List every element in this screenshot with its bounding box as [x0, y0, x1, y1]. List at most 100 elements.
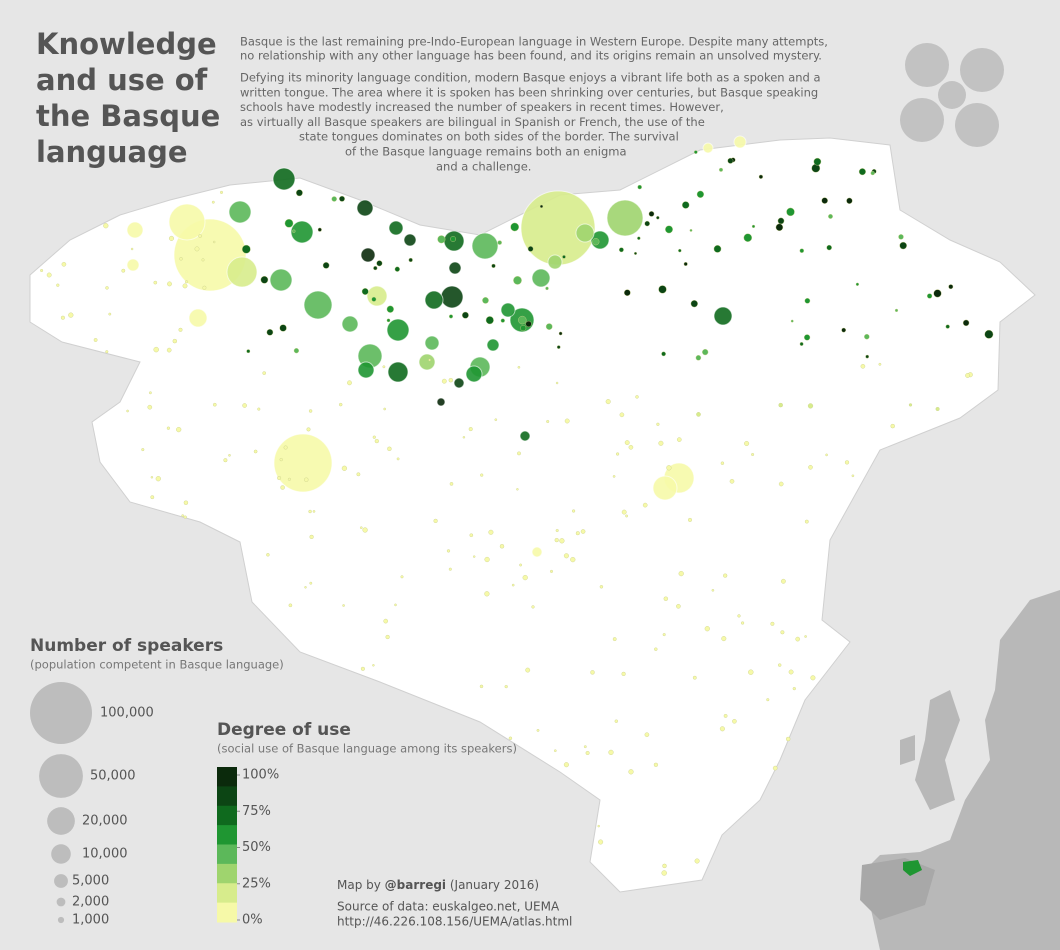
- municipality-circle: [408, 257, 413, 263]
- municipality-circle: [339, 195, 345, 202]
- municipality-circle: [860, 363, 866, 369]
- municipality-circle: [744, 441, 750, 447]
- municipality-circle: [424, 290, 444, 310]
- municipality-circle: [546, 420, 550, 424]
- municipality-circle: [242, 403, 247, 408]
- credit-line: Map by @barregi (January 2016): [337, 878, 539, 892]
- municipality-circle: [665, 225, 673, 234]
- municipality-circle: [723, 714, 728, 718]
- municipality-circle: [547, 254, 563, 270]
- municipality-circle: [702, 142, 714, 154]
- color-band: [217, 883, 237, 904]
- municipality-circle: [293, 348, 300, 354]
- municipality-circle: [692, 675, 697, 680]
- municipality-circle: [727, 157, 734, 164]
- color-tick-label: 50%: [242, 840, 271, 855]
- municipality-circle: [383, 407, 387, 411]
- municipality-circle: [465, 365, 483, 383]
- municipality-circle: [908, 403, 913, 407]
- municipality-circle: [719, 167, 724, 172]
- municipality-circles: [40, 135, 994, 876]
- municipality-circle: [662, 633, 666, 637]
- municipality-circle: [778, 663, 782, 667]
- municipality-circle: [653, 762, 658, 767]
- municipality-circle: [737, 614, 741, 618]
- color-band: [217, 786, 237, 807]
- size-legend-circle: [39, 754, 83, 798]
- municipality-circle: [666, 465, 672, 471]
- municipality-circle: [702, 349, 709, 356]
- municipality-circle: [366, 285, 388, 307]
- size-legend-circle: [56, 897, 66, 907]
- size-legend-label: 5,000: [72, 874, 109, 889]
- municipality-circle: [770, 621, 775, 626]
- municipality-circle: [690, 300, 698, 308]
- municipality-circle: [858, 168, 866, 176]
- municipality-circle: [356, 472, 361, 477]
- municipality-circle: [740, 621, 745, 625]
- municipality-circle: [721, 636, 727, 642]
- municipality-circle: [621, 509, 627, 515]
- municipality-circle: [865, 354, 870, 359]
- color-tick-label: 0%: [242, 913, 263, 928]
- municipality-circle: [933, 289, 942, 298]
- municipality-circle: [182, 283, 188, 289]
- municipality-circle: [656, 422, 660, 426]
- municipality-circle: [448, 567, 452, 571]
- municipality-circle: [68, 312, 74, 318]
- municipality-circle: [696, 412, 701, 417]
- municipality-circle: [628, 769, 634, 775]
- municipality-circle: [517, 451, 521, 456]
- municipality-circle: [545, 323, 553, 330]
- municipality-circle: [743, 233, 752, 242]
- municipality-circle: [688, 517, 693, 522]
- municipality-circle: [870, 171, 875, 176]
- municipality-circle: [678, 248, 682, 253]
- municipality-circle: [590, 670, 595, 675]
- municipality-circle: [792, 686, 796, 691]
- municipality-circle: [562, 255, 566, 259]
- municipality-circle: [723, 573, 728, 578]
- municipality-circle: [181, 514, 184, 517]
- municipality-circle: [322, 262, 330, 269]
- municipality-circle: [382, 365, 386, 369]
- legend-subtitle: (population competent in Basque language…: [30, 658, 284, 672]
- municipality-circle: [121, 268, 126, 273]
- municipality-circle: [642, 502, 648, 508]
- municipality-circle: [339, 402, 343, 407]
- municipality-circle: [309, 581, 313, 585]
- municipality-circle: [683, 262, 688, 267]
- municipality-circle: [694, 858, 700, 864]
- municipality-circle: [583, 745, 587, 749]
- municipality-circle: [508, 736, 513, 740]
- municipality-circle: [713, 306, 733, 326]
- municipality-circle: [772, 765, 778, 771]
- intro-line: state tongues dominates on both sides of…: [299, 130, 679, 144]
- intro-line: schools have modestly increased the numb…: [240, 100, 724, 114]
- municipality-circle: [108, 312, 112, 316]
- municipality-circle: [612, 475, 616, 478]
- municipality-circle: [804, 519, 809, 524]
- size-legend-label: 10,000: [82, 847, 128, 862]
- municipality-circle: [637, 184, 642, 190]
- municipality-circle: [287, 477, 291, 481]
- municipality-circle: [778, 402, 783, 408]
- municipality-circle: [894, 308, 899, 312]
- municipality-circle: [719, 726, 725, 732]
- municipality-circle: [696, 190, 705, 198]
- municipality-circle: [383, 618, 389, 624]
- municipality-circle: [387, 446, 392, 451]
- credit-part: Map by: [337, 878, 385, 892]
- municipality-circle: [554, 749, 557, 753]
- color-band: [217, 825, 237, 845]
- municipality-circle: [808, 464, 813, 470]
- municipality-circle: [168, 235, 174, 241]
- municipality-circle: [935, 407, 940, 412]
- municipality-circle: [394, 266, 400, 272]
- municipality-circle: [485, 316, 494, 325]
- municipality-circle: [179, 257, 183, 261]
- municipality-circle: [864, 334, 870, 340]
- municipality-circle: [527, 246, 534, 252]
- municipality-circle: [689, 228, 693, 232]
- municipality-circle: [851, 474, 855, 478]
